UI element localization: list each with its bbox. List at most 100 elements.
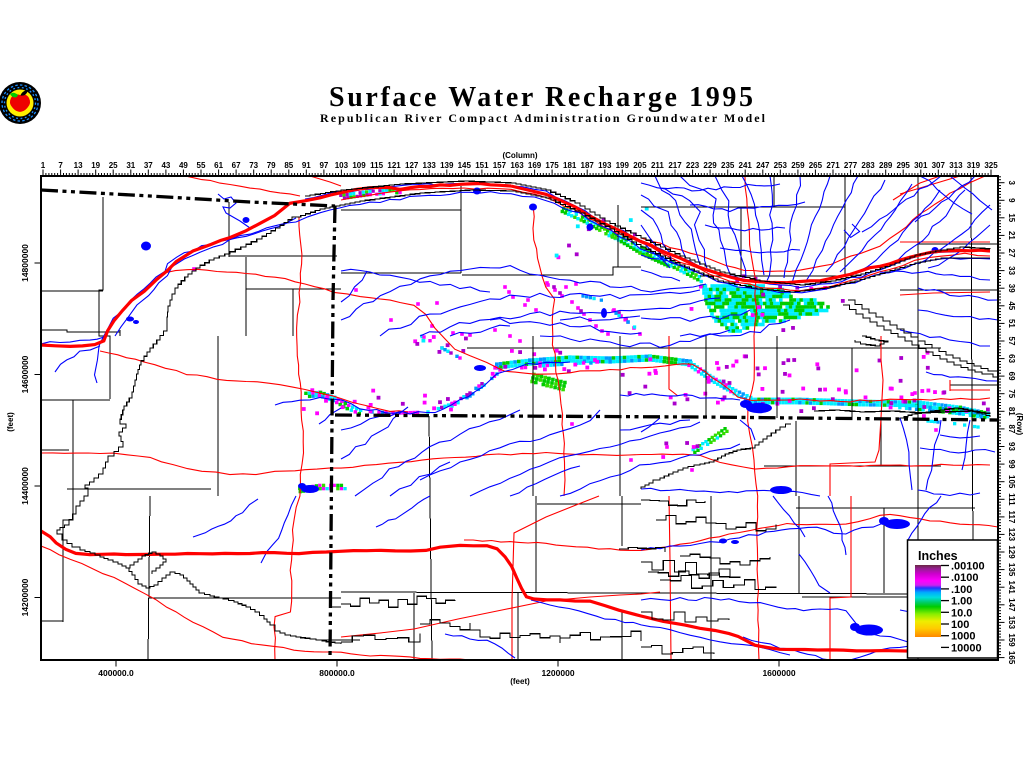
svg-text:33: 33 <box>1007 266 1016 275</box>
svg-text:51: 51 <box>1007 319 1016 328</box>
svg-text:(Row): (Row) <box>1015 413 1024 436</box>
svg-text:1200000: 1200000 <box>541 668 574 678</box>
svg-text:69: 69 <box>1007 372 1016 381</box>
svg-text:139: 139 <box>440 161 454 170</box>
svg-text:121: 121 <box>387 161 401 170</box>
svg-text:3: 3 <box>1007 180 1016 185</box>
svg-text:73: 73 <box>249 161 258 170</box>
svg-text:223: 223 <box>686 161 700 170</box>
svg-text:135: 135 <box>1007 563 1016 577</box>
svg-text:31: 31 <box>126 161 135 170</box>
svg-text:7: 7 <box>58 161 63 170</box>
svg-text:295: 295 <box>897 161 911 170</box>
svg-text:Surface Water Recharge 1995: Surface Water Recharge 1995 <box>329 82 753 113</box>
svg-text:Inches: Inches <box>918 549 958 563</box>
svg-text:123: 123 <box>1007 528 1016 542</box>
svg-text:87: 87 <box>1007 424 1016 433</box>
svg-text:1.00: 1.00 <box>951 596 972 608</box>
svg-text:79: 79 <box>267 161 276 170</box>
svg-text:151: 151 <box>475 161 489 170</box>
svg-text:271: 271 <box>826 161 840 170</box>
svg-text:105: 105 <box>1007 475 1016 489</box>
svg-text:283: 283 <box>861 161 875 170</box>
svg-text:14400000: 14400000 <box>20 467 30 505</box>
svg-text:10000: 10000 <box>951 642 982 654</box>
svg-text:199: 199 <box>616 161 630 170</box>
svg-text:133: 133 <box>423 161 437 170</box>
svg-text:247: 247 <box>756 161 770 170</box>
svg-text:14200000: 14200000 <box>20 578 30 616</box>
svg-text:93: 93 <box>1007 442 1016 451</box>
svg-text:301: 301 <box>914 161 928 170</box>
svg-text:157: 157 <box>493 161 507 170</box>
svg-text:(Column): (Column) <box>502 151 537 160</box>
svg-text:10.0: 10.0 <box>951 607 972 619</box>
svg-text:43: 43 <box>161 161 170 170</box>
svg-text:25: 25 <box>109 161 118 170</box>
svg-text:91: 91 <box>302 161 311 170</box>
svg-text:27: 27 <box>1007 249 1016 258</box>
svg-text:289: 289 <box>879 161 893 170</box>
svg-text:19: 19 <box>91 161 100 170</box>
svg-text:235: 235 <box>721 161 735 170</box>
svg-text:(feet): (feet) <box>6 412 15 432</box>
svg-text:99: 99 <box>1007 460 1016 469</box>
svg-text:259: 259 <box>791 161 805 170</box>
svg-text:147: 147 <box>1007 598 1016 612</box>
svg-text:211: 211 <box>651 161 664 170</box>
svg-text:14600000: 14600000 <box>20 355 30 393</box>
svg-text:265: 265 <box>809 161 823 170</box>
svg-text:115: 115 <box>370 161 383 170</box>
svg-text:400000.0: 400000.0 <box>98 668 134 678</box>
svg-text:57: 57 <box>1007 337 1016 346</box>
svg-text:.100: .100 <box>951 584 972 596</box>
svg-text:Republican River Compact Admin: Republican River Compact Administration … <box>320 111 766 125</box>
svg-text:319: 319 <box>967 161 981 170</box>
svg-text:100: 100 <box>951 619 969 631</box>
svg-text:117: 117 <box>1007 510 1016 523</box>
svg-text:39: 39 <box>1007 284 1016 293</box>
svg-text:217: 217 <box>668 161 682 170</box>
svg-text:169: 169 <box>528 161 542 170</box>
svg-text:37: 37 <box>144 161 153 170</box>
svg-text:253: 253 <box>774 161 788 170</box>
svg-text:21: 21 <box>1007 231 1016 240</box>
svg-text:45: 45 <box>1007 301 1016 310</box>
svg-text:277: 277 <box>844 161 858 170</box>
svg-text:181: 181 <box>563 161 577 170</box>
svg-text:55: 55 <box>197 161 206 170</box>
svg-text:127: 127 <box>405 161 419 170</box>
svg-text:1: 1 <box>41 161 46 170</box>
svg-text:187: 187 <box>581 161 595 170</box>
svg-text:.00100: .00100 <box>951 561 985 573</box>
svg-text:800000.0: 800000.0 <box>319 668 355 678</box>
svg-text:67: 67 <box>232 161 241 170</box>
svg-text:163: 163 <box>510 161 524 170</box>
svg-text:85: 85 <box>284 161 293 170</box>
svg-text:13: 13 <box>74 161 83 170</box>
svg-text:(feet): (feet) <box>510 677 530 686</box>
svg-text:63: 63 <box>1007 354 1016 363</box>
svg-text:165: 165 <box>1007 651 1016 665</box>
svg-text:313: 313 <box>949 161 963 170</box>
svg-text:61: 61 <box>214 161 223 170</box>
svg-text:159: 159 <box>1007 633 1016 647</box>
svg-text:15: 15 <box>1007 213 1016 222</box>
svg-text:153: 153 <box>1007 616 1016 630</box>
svg-text:97: 97 <box>319 161 328 170</box>
svg-text:193: 193 <box>598 161 612 170</box>
svg-text:325: 325 <box>984 161 998 170</box>
svg-text:205: 205 <box>633 161 647 170</box>
svg-text:111: 111 <box>1007 493 1016 506</box>
svg-text:109: 109 <box>352 161 366 170</box>
svg-text:129: 129 <box>1007 545 1016 559</box>
svg-text:14800000: 14800000 <box>20 244 30 282</box>
svg-text:1000: 1000 <box>951 631 975 643</box>
svg-text:141: 141 <box>1007 581 1016 595</box>
svg-text:175: 175 <box>545 161 559 170</box>
svg-text:81: 81 <box>1007 407 1016 416</box>
svg-text:9: 9 <box>1007 198 1016 203</box>
svg-text:1600000: 1600000 <box>762 668 795 678</box>
svg-text:307: 307 <box>932 161 946 170</box>
svg-text:75: 75 <box>1007 389 1016 398</box>
